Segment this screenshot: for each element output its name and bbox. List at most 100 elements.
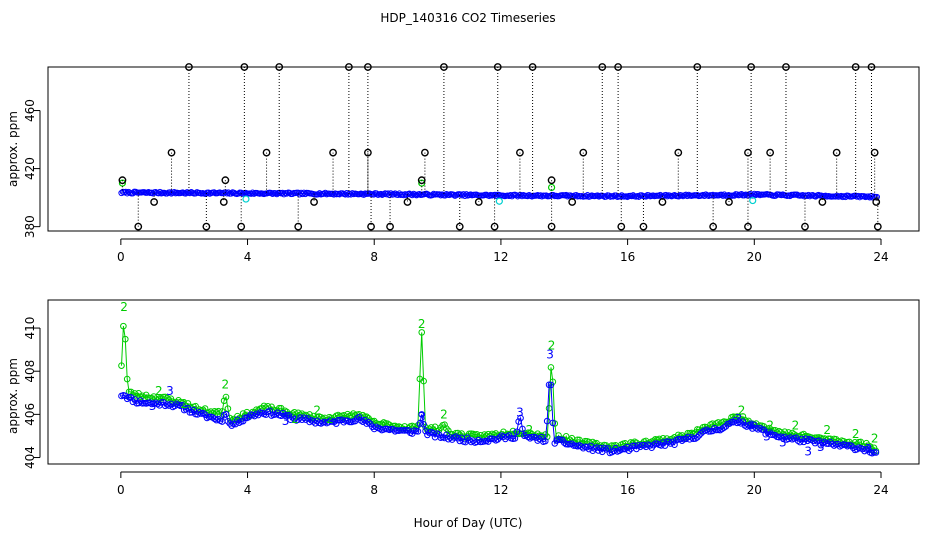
top-outlier-point	[766, 148, 775, 157]
bottom-series-point-2	[260, 402, 268, 410]
top-series-point	[441, 192, 449, 199]
top-series-point	[838, 192, 845, 200]
top-series-point	[289, 190, 296, 198]
bottom-series-point-3	[123, 395, 131, 403]
top-series-point	[460, 191, 467, 198]
top-series-point	[645, 192, 652, 199]
bottom-series-point-3	[332, 420, 340, 427]
top-series-point	[461, 192, 469, 200]
bottom-series-point-2	[363, 413, 370, 421]
bottom-series-point-3	[735, 418, 743, 426]
bottom-series-point-3	[304, 415, 312, 422]
bottom-series-label-3: 3	[817, 440, 825, 454]
top-outlier-point	[614, 63, 623, 71]
bottom-series	[118, 322, 880, 457]
bottom-x-tick-label: 16	[620, 483, 635, 497]
bottom-series-point-3	[228, 422, 236, 429]
bottom-series-point-3	[519, 425, 526, 433]
top-series-point	[518, 193, 526, 200]
top-series-point	[537, 192, 544, 199]
bottom-series-point-2	[163, 394, 171, 402]
top-outlier-point	[363, 63, 372, 71]
top-series-point	[751, 190, 758, 197]
top-series-point	[491, 191, 499, 198]
top-series-point	[856, 194, 863, 201]
bottom-x-tick-label: 24	[873, 483, 888, 497]
top-x-tick-label: 0	[117, 250, 125, 264]
top-series-point	[297, 189, 305, 197]
bottom-series-label-3: 3	[763, 429, 771, 443]
top-outlier-point	[801, 222, 809, 231]
bottom-series-point-3	[549, 419, 557, 427]
top-outlier-point	[598, 63, 607, 71]
bottom-series-point-3	[711, 425, 718, 432]
bottom-series-label-3: 3	[865, 442, 873, 456]
bottom-x-tick-label: 8	[370, 483, 378, 497]
top-series-point	[517, 191, 524, 199]
top-series-point	[749, 196, 757, 205]
top-outlier-point	[474, 198, 483, 206]
top-y-axis: 380 420 460	[23, 99, 41, 238]
top-series-point	[486, 192, 493, 200]
bottom-series-point-2	[458, 430, 465, 437]
top-series-point	[228, 190, 235, 197]
top-series-point	[752, 191, 759, 199]
bottom-series-point-3	[872, 449, 880, 456]
top-series-point	[242, 195, 250, 203]
bottom-series-label-2: 2	[766, 418, 774, 432]
top-series-point	[360, 191, 367, 198]
bottom-y-axis: 404 406 408 410	[23, 317, 41, 469]
bottom-series-point-3	[289, 413, 296, 421]
top-series-point	[507, 192, 514, 199]
top-series-point	[302, 190, 309, 198]
top-outlier-point	[344, 63, 353, 71]
bottom-series-point-3	[416, 420, 424, 427]
top-series-point	[513, 192, 520, 199]
top-outlier-point	[329, 148, 337, 157]
top-outlier-point	[294, 222, 303, 231]
top-series-point	[799, 192, 806, 199]
bottom-series-point-3	[739, 418, 747, 426]
bottom-series-point-3	[184, 404, 192, 412]
bottom-series-label-2: 2	[155, 384, 163, 398]
top-outlier-point	[386, 222, 394, 231]
top-series-point	[394, 191, 402, 198]
bottom-series-point-2	[500, 428, 507, 436]
bottom-series-point-2	[547, 364, 555, 371]
top-outlier-point	[417, 176, 426, 185]
bottom-x-tick-label: 0	[117, 483, 125, 497]
top-x-tick-label: 24	[873, 250, 888, 264]
bottom-series-label-2: 2	[291, 412, 299, 426]
top-outlier-point	[782, 63, 790, 71]
top-outlier-point	[219, 198, 228, 206]
bottom-series-point-2	[121, 335, 129, 343]
bottom-x-axis: 0 4 8 12 16 20 24	[117, 471, 889, 497]
top-series-point	[122, 188, 129, 195]
top-series-point	[755, 191, 762, 198]
bottom-series-point-3	[494, 436, 502, 443]
bottom-series-point-3	[420, 420, 427, 428]
top-series-point	[534, 191, 541, 199]
top-series-point	[865, 193, 872, 200]
bottom-series-point-3	[847, 442, 855, 450]
bottom-series-point-3	[870, 449, 878, 456]
top-series-point	[657, 191, 664, 199]
top-series-point	[738, 191, 745, 198]
top-outlier-point	[547, 176, 556, 185]
top-outlier-point	[851, 63, 860, 71]
top-series-point	[182, 190, 189, 197]
top-series-point	[583, 193, 590, 200]
top-series-point	[315, 191, 322, 198]
bottom-series-label-2: 2	[548, 339, 556, 353]
bottom-series-label-3: 3	[779, 436, 787, 450]
bottom-series-label-2: 2	[440, 408, 448, 422]
top-series-point	[675, 193, 682, 200]
top-outlier-point	[744, 222, 752, 231]
top-series-point	[719, 192, 727, 199]
bottom-series-point-3	[211, 415, 218, 423]
bottom-series-point-2	[441, 421, 448, 429]
bottom-plot-frame	[47, 299, 920, 465]
bottom-x-tick-label: 4	[244, 483, 252, 497]
top-outlier-point	[310, 198, 318, 206]
